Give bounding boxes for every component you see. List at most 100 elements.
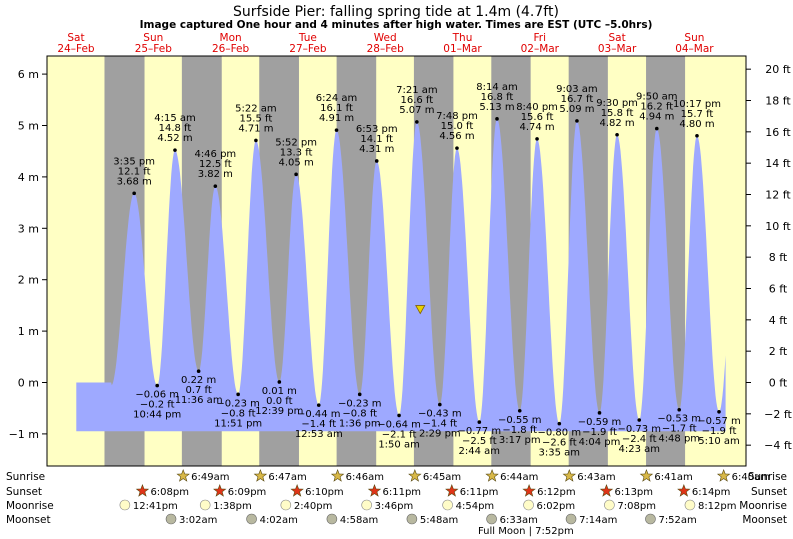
high-tide-ft: 15.5 ft xyxy=(240,113,273,124)
day-name-label: Mon xyxy=(220,32,242,44)
low-tide-dot xyxy=(597,411,602,415)
low-tide-m: 0.01 m xyxy=(262,386,297,397)
low-tide-dot xyxy=(357,392,362,397)
low-tide-ft: −2.5 ft xyxy=(462,436,497,447)
moonset-time: 3:02am xyxy=(179,515,217,526)
high-tide-ft: 16.7 ft xyxy=(561,94,594,105)
moonset-icon xyxy=(406,513,418,525)
y-tick-label-ft: −4 ft xyxy=(764,439,792,452)
low-tide-time: 11:51 pm xyxy=(214,418,262,429)
low-tide-ft: −1.9 ft xyxy=(702,426,737,437)
current-tide-marker xyxy=(415,305,426,315)
y-tick-label-m: 2 m xyxy=(18,274,39,287)
row-label-right: Sunset xyxy=(751,486,787,498)
low-tide-m: −0.43 m xyxy=(418,409,462,420)
sunrise-star-icon xyxy=(562,468,577,482)
low-tide-time: 4:23 am xyxy=(618,444,660,455)
sunset-time: 6:12pm xyxy=(537,487,576,498)
high-tide-ft: 16.1 ft xyxy=(320,103,353,114)
sunrise-star-icon xyxy=(330,468,345,482)
low-tide-dot xyxy=(438,402,442,407)
high-tide-dot xyxy=(575,119,579,123)
moonset-time: 7:52am xyxy=(658,515,696,526)
high-tide-m: 4.71 m xyxy=(238,123,273,134)
high-tide-ft: 16.6 ft xyxy=(400,95,433,106)
moonrise-icon xyxy=(442,499,453,511)
moonrise-time: 8:12pm xyxy=(698,501,737,512)
sunrise-time: 6:40am xyxy=(732,472,770,483)
high-tide-ft: 15.8 ft xyxy=(601,108,634,119)
sunset-star-icon xyxy=(290,483,304,497)
high-tide-dot xyxy=(495,117,499,121)
high-tide-time: 4:15 am xyxy=(154,113,196,124)
low-tide-ft: −0.2 ft xyxy=(140,400,175,411)
row-label-left: Sunset xyxy=(6,486,42,498)
high-tide-time: 9:50 am xyxy=(636,92,678,103)
low-tide-time: 3:35 am xyxy=(539,448,581,459)
high-tide-m: 4.91 m xyxy=(319,113,354,124)
chart-title: Surfside Pier: falling spring tide at 1.… xyxy=(233,4,559,20)
low-tide-m: −0.57 m xyxy=(697,416,741,427)
day-name-label: Sat xyxy=(67,32,84,44)
high-tide-dot xyxy=(535,137,539,141)
high-tide-dot xyxy=(294,172,298,177)
day-date-label: 01–Mar xyxy=(443,43,482,55)
chart-subtitle: Image captured One hour and 4 minutes af… xyxy=(140,19,653,31)
low-tide-m: −0.23 m xyxy=(338,398,382,409)
sunset-star-icon xyxy=(445,483,459,497)
row-label-left: Moonset xyxy=(6,514,51,526)
low-tide-time: 11:36 am xyxy=(175,395,223,406)
row-label-right: Sunrise xyxy=(748,471,787,483)
low-tide-dot xyxy=(637,418,642,422)
moonrise-time: 4:54pm xyxy=(456,501,495,512)
low-tide-m: −0.44 m xyxy=(297,409,341,420)
low-tide-ft: −1.9 ft xyxy=(582,427,617,438)
low-tide-time: 12:39 pm xyxy=(255,406,303,417)
low-tide-time: 10:44 pm xyxy=(133,410,181,421)
low-tide-dot xyxy=(277,380,282,384)
sunrise-time: 6:47am xyxy=(268,472,306,483)
row-label-right: Moonrise xyxy=(739,500,787,512)
high-tide-time: 9:30 pm xyxy=(596,98,638,109)
moonrise-time: 6:02pm xyxy=(537,501,576,512)
low-tide-time: 1:36 pm xyxy=(339,418,381,429)
high-tide-dot xyxy=(654,126,659,131)
y-tick-label-m: 4 m xyxy=(18,171,39,184)
sunset-star-icon xyxy=(213,483,227,497)
low-tide-time: 2:44 am xyxy=(459,446,501,457)
moonset-time: 4:58am xyxy=(340,515,378,526)
low-tide-m: −0.55 m xyxy=(498,415,542,426)
high-tide-time: 4:46 pm xyxy=(194,149,236,160)
y-tick-label-ft: 14 ft xyxy=(765,157,791,170)
high-tide-ft: 15.0 ft xyxy=(441,121,474,132)
plot-frame xyxy=(46,55,747,467)
low-tide-dot xyxy=(717,409,721,414)
day-name-label: Wed xyxy=(374,32,397,44)
y-tick-label-m: 6 m xyxy=(18,68,39,81)
low-tide-m: −0.23 m xyxy=(216,398,260,409)
moonrise-icon xyxy=(199,499,211,511)
high-tide-dot xyxy=(415,120,419,124)
moonrise-icon xyxy=(684,499,696,511)
high-tide-m: 3.82 m xyxy=(198,169,233,180)
high-tide-m: 4.05 m xyxy=(279,157,314,168)
sunset-time: 6:11pm xyxy=(460,487,499,498)
sunset-time: 6:11pm xyxy=(382,487,421,498)
high-tide-time: 5:22 am xyxy=(235,103,277,114)
moonset-time: 6:33am xyxy=(500,515,538,526)
high-tide-ft: 14.8 ft xyxy=(159,123,192,134)
high-tide-m: 3.68 m xyxy=(117,176,152,187)
current-tide-triangle xyxy=(415,305,426,315)
high-tide-time: 7:21 am xyxy=(396,85,438,96)
tide-curve-area xyxy=(76,118,726,432)
high-tide-ft: 13.3 ft xyxy=(280,147,313,158)
high-tide-m: 4.52 m xyxy=(157,133,192,144)
sunrise-time: 6:46am xyxy=(346,472,384,483)
tide-area-path xyxy=(76,118,726,432)
low-tide-dot xyxy=(557,421,562,426)
high-tide-m: 4.94 m xyxy=(639,112,674,123)
low-tide-ft: −1.8 ft xyxy=(502,425,537,436)
moonset-icon xyxy=(165,513,177,525)
y-tick-label-ft: 6 ft xyxy=(769,282,788,295)
